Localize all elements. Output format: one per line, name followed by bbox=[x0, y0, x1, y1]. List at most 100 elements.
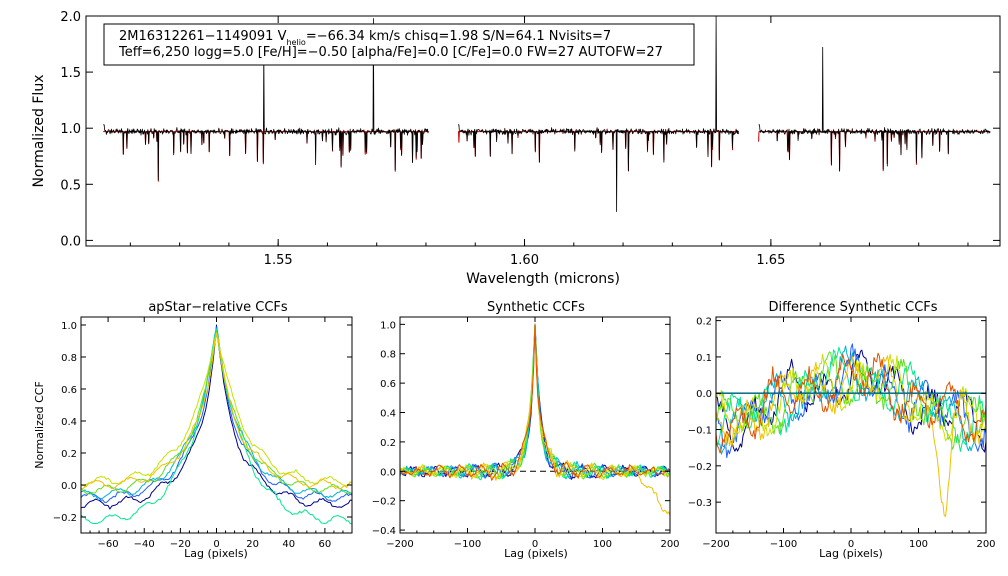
apstar-ccf-xlabel: Lag (pixels) bbox=[184, 547, 248, 560]
info-line-1: 2M16312261−1149091 Vhelio=−66.34 km/s ch… bbox=[119, 29, 611, 47]
y-tick-label: 0.2 bbox=[696, 317, 712, 328]
spectrum-axes-frame bbox=[85, 15, 1001, 247]
y-tick-label: 0.4 bbox=[380, 409, 396, 420]
observed-spectrum-chip-2 bbox=[458, 16, 740, 213]
apstar-ccf-ylabel: Normalized CCF bbox=[33, 381, 46, 469]
model-spectrum-chip-3 bbox=[758, 131, 991, 172]
apstar-ccf-series-3 bbox=[81, 327, 352, 500]
x-tick-label: 40 bbox=[282, 539, 295, 550]
difference-ccf-ticks: −200 −100 0 100 200 −0.3 −0.2 −0.1 0.0 0.1 0.2 bbox=[688, 317, 996, 550]
synthetic-ccf-series-8 bbox=[400, 323, 670, 481]
x-tick-label: −40 bbox=[134, 539, 155, 550]
x-tick-label: −100 bbox=[454, 539, 481, 550]
y-tick-label: 1.0 bbox=[380, 320, 396, 331]
y-tick-label: 0.6 bbox=[380, 379, 396, 390]
y-tick-label: 0.2 bbox=[61, 449, 77, 460]
y-tick-label: 0.5 bbox=[60, 178, 81, 193]
x-tick-label: 0 bbox=[532, 539, 538, 550]
info-line-2: Teff=6,250 logg=5.0 [Fe/H]=−0.50 [alpha/… bbox=[118, 45, 663, 60]
difference-ccf-data bbox=[716, 343, 986, 518]
x-tick-label: −20 bbox=[170, 539, 191, 550]
synthetic-ccf-title: Synthetic CCFs bbox=[487, 300, 585, 315]
x-tick-label: 20 bbox=[246, 539, 259, 550]
synthetic-ccf-series-2 bbox=[400, 323, 670, 480]
synthetic-ccf-series-4 bbox=[400, 323, 670, 481]
x-tick-label: 1.60 bbox=[510, 253, 539, 268]
x-tick-label: 0 bbox=[848, 539, 854, 550]
x-tick-label: 200 bbox=[976, 539, 995, 550]
difference-ccf-panel: Difference Synthetic CCFs −200 −100 0 100 20… bbox=[688, 300, 996, 560]
x-tick-label: −100 bbox=[770, 539, 797, 550]
observed-spectrum-chip-1 bbox=[103, 18, 429, 181]
x-tick-label: −200 bbox=[702, 539, 729, 550]
synthetic-ccf-series-1 bbox=[400, 323, 670, 480]
difference-ccf-xlabel: Lag (pixels) bbox=[819, 547, 883, 560]
y-tick-label: 0.0 bbox=[61, 481, 77, 492]
y-tick-label: 0.0 bbox=[380, 467, 396, 478]
apstar-ccf-title: apStar−relative CCFs bbox=[148, 300, 288, 315]
apstar-ccf-data bbox=[81, 324, 352, 525]
y-tick-label: −0.1 bbox=[688, 426, 712, 437]
apstar-ccf-series-6 bbox=[81, 332, 352, 487]
x-tick-label: 1.55 bbox=[264, 253, 293, 268]
synthetic-ccf-series-6 bbox=[400, 323, 670, 480]
apstar-ccf-ticks: −60 −40 −20 0 20 40 60 −0.2 0.0 0.2 0.4 0.6 0.8 1.0 bbox=[53, 317, 353, 550]
y-tick-label: 1.0 bbox=[61, 321, 77, 332]
synthetic-ccf-ticks: −200 −100 0 100 200 −0.4 −0.2 0.0 0.2 0.4 0.6 0.8 1.… bbox=[372, 317, 680, 550]
y-tick-label: −0.3 bbox=[688, 498, 712, 509]
apstar-ccf-series-1 bbox=[81, 324, 352, 510]
spectrum-ylabel: Normalized Flux bbox=[31, 75, 47, 188]
y-tick-label: −0.2 bbox=[688, 462, 712, 473]
info-line-1-a: 2M16312261−1149091 V bbox=[119, 29, 287, 44]
y-tick-label: −0.2 bbox=[372, 497, 396, 508]
synthetic-ccf-series-5 bbox=[400, 323, 670, 480]
info-box-frame bbox=[103, 23, 695, 66]
synthetic-ccf-axes-frame bbox=[399, 316, 671, 534]
y-tick-label: 2.0 bbox=[60, 10, 81, 25]
y-tick-label: −0.2 bbox=[53, 513, 77, 524]
apstar-ccf-series-4 bbox=[81, 329, 352, 525]
spectrum-data bbox=[103, 16, 991, 213]
x-tick-label: 100 bbox=[909, 539, 928, 550]
spectrum-xlabel: Wavelength (microns) bbox=[466, 271, 620, 287]
x-tick-label: 100 bbox=[593, 539, 612, 550]
y-tick-label: 0.0 bbox=[60, 234, 81, 249]
apstar-ccf-panel: apStar−relative CCFs −60 −40 −20 0 20 40 60 −0.… bbox=[33, 300, 353, 560]
y-tick-label: 0.2 bbox=[380, 438, 396, 449]
difference-ccf-series-7 bbox=[716, 355, 986, 518]
observed-spectrum-chip-3 bbox=[758, 46, 991, 172]
apstar-ccf-series-5 bbox=[81, 330, 352, 495]
info-line-1-b: =−66.34 km/s chisq=1.98 S/N=64.1 Nvisits… bbox=[306, 29, 611, 44]
apstar-ccf-series-7 bbox=[81, 334, 352, 490]
y-tick-label: 0.8 bbox=[380, 350, 396, 361]
synthetic-ccf-data bbox=[400, 323, 670, 516]
spectrum-ticks: 1.55 1.60 1.65 0.0 0.5 1.0 1.5 2.0 bbox=[60, 10, 1000, 268]
apstar-ccf-series-2 bbox=[81, 326, 352, 503]
y-tick-label: −0.4 bbox=[372, 526, 396, 537]
synthetic-ccf-xlabel: Lag (pixels) bbox=[504, 547, 568, 560]
spectrum-lines bbox=[103, 16, 991, 213]
info-line-1-sub: helio bbox=[286, 38, 305, 47]
model-spectrum-chip-1 bbox=[103, 131, 429, 182]
synthetic-ccf-lines bbox=[400, 323, 670, 516]
difference-ccf-series-8 bbox=[716, 352, 986, 454]
synthetic-ccf-panel: Synthetic CCFs −200 −100 0 100 200 −0.4 −0.2 0.… bbox=[372, 300, 680, 560]
y-tick-label: 1.0 bbox=[60, 122, 81, 137]
x-tick-label: 0 bbox=[213, 539, 219, 550]
synthetic-ccf-series-7 bbox=[400, 323, 670, 516]
synthetic-ccf-series-3 bbox=[400, 323, 670, 480]
x-tick-label: 60 bbox=[319, 539, 332, 550]
apstar-ccf-lines bbox=[81, 324, 352, 525]
difference-ccf-series-5 bbox=[716, 351, 986, 450]
y-tick-label: 0.6 bbox=[61, 385, 77, 396]
y-tick-label: 1.5 bbox=[60, 66, 81, 81]
y-tick-label: 0.0 bbox=[696, 389, 712, 400]
spectrum-panel: 1.55 1.60 1.65 0.0 0.5 1.0 1.5 2.0 Wavelength (… bbox=[31, 10, 1001, 287]
x-tick-label: 1.65 bbox=[756, 253, 785, 268]
y-tick-label: 0.1 bbox=[696, 353, 712, 364]
y-tick-label: 0.4 bbox=[61, 417, 77, 428]
difference-ccf-series-6 bbox=[716, 353, 986, 442]
y-tick-label: 0.8 bbox=[61, 353, 77, 364]
info-box: 2M16312261−1149091 Vhelio=−66.34 km/s ch… bbox=[103, 23, 695, 66]
